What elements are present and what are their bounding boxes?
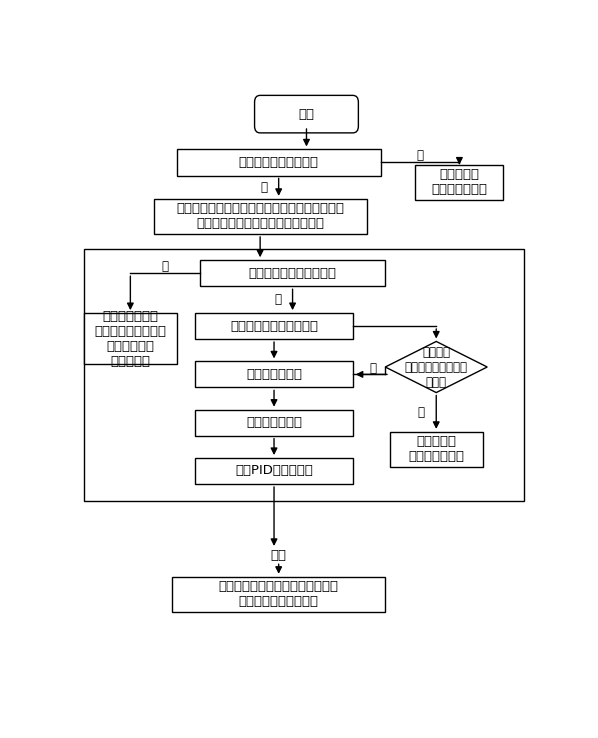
Bar (195, 410, 353, 435)
Bar (195, 313, 353, 339)
Text: 计算PID闭环修正量: 计算PID闭环修正量 (235, 464, 313, 477)
Bar (390, 432, 483, 467)
Polygon shape (385, 342, 487, 393)
Text: 判断发动机是否为冷起动: 判断发动机是否为冷起动 (249, 266, 337, 280)
Text: 水温传感器是否无故障: 水温传感器是否无故障 (239, 156, 319, 169)
Text: 是: 是 (417, 406, 425, 418)
Text: 是: 是 (161, 260, 169, 273)
Bar (84, 249, 524, 500)
Bar (172, 576, 385, 612)
Text: 电子水泵以
最大占空比运行: 电子水泵以 最大占空比运行 (408, 435, 464, 463)
Text: 大小循环
冷却水回路是否处于
热平衡: 大小循环 冷却水回路是否处于 热平衡 (405, 345, 468, 388)
Text: 否: 否 (417, 149, 423, 162)
FancyBboxPatch shape (255, 95, 358, 133)
Bar (177, 149, 381, 176)
Bar (84, 313, 177, 364)
Text: 计算第二修正量: 计算第二修正量 (246, 416, 302, 430)
Text: 计算第一修正量: 计算第一修正量 (246, 368, 302, 381)
Text: 根据发动机的转速和负荷划分发动机运行区域，
设置各区域发动机出水口处目标水温: 根据发动机的转速和负荷划分发动机运行区域， 设置各区域发动机出水口处目标水温 (176, 202, 344, 230)
Text: 根据实测水温确定发动机停机后电
子水泵泵速及关闭时刻: 根据实测水温确定发动机停机后电 子水泵泵速及关闭时刻 (219, 580, 338, 608)
Bar (416, 165, 504, 200)
Text: 停机: 停机 (271, 549, 286, 562)
Text: 是: 是 (260, 181, 267, 193)
Bar (200, 261, 385, 286)
Text: 电子水泵以
最大占空比运行: 电子水泵以 最大占空比运行 (431, 168, 487, 196)
Text: 设定电子水泵基础占空比: 设定电子水泵基础占空比 (230, 320, 318, 333)
Bar (195, 458, 353, 484)
Text: 开始: 开始 (298, 108, 315, 120)
Text: 否: 否 (369, 362, 376, 375)
Bar (154, 199, 367, 234)
Bar (195, 362, 353, 387)
Text: 否: 否 (274, 293, 281, 306)
Text: 控制电子水泵的
运行时间、停机时间
及运行过程的
水泵占空比: 控制电子水泵的 运行时间、停机时间 及运行过程的 水泵占空比 (94, 310, 166, 368)
